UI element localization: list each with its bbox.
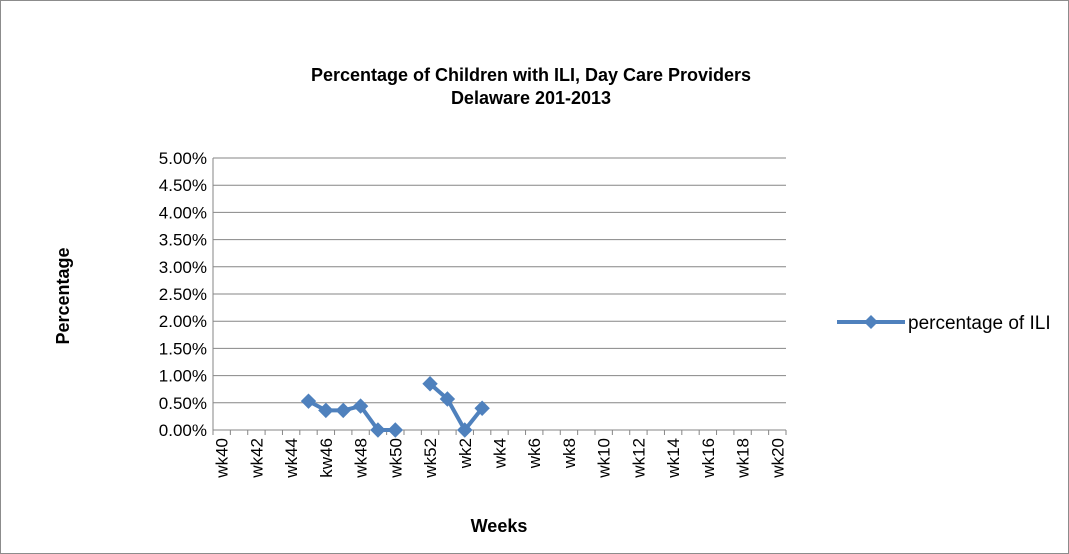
x-tick-label: wk18 [734, 438, 753, 479]
data-point [387, 422, 404, 438]
series-line [428, 382, 484, 432]
y-tick-label: 5.00% [159, 149, 207, 168]
legend-marker [864, 315, 878, 329]
x-tick-label: wk8 [560, 438, 579, 469]
data-point [318, 402, 334, 419]
y-tick-label: 4.00% [159, 203, 207, 222]
x-tick-label: wk40 [213, 438, 232, 479]
data-point [422, 376, 438, 392]
data-point [300, 393, 317, 409]
data-point [439, 391, 456, 407]
y-tick-label: 1.50% [159, 339, 207, 358]
data-point [335, 402, 351, 419]
y-tick-label: 3.50% [159, 231, 207, 250]
x-tick-label: wk52 [421, 438, 440, 479]
x-tick-label: wk12 [629, 438, 648, 479]
x-tick-label: wk44 [282, 438, 301, 479]
data-point [370, 422, 386, 438]
chart-title: Percentage of Children with ILI, Day Car… [310, 65, 752, 85]
x-tick-label: wk50 [386, 438, 405, 479]
x-tick-label: wk20 [768, 438, 787, 479]
y-axis-title: Percentage [53, 247, 73, 344]
chart-subtitle: Delaware 201-2013 [450, 88, 612, 108]
y-tick-label: 0.50% [159, 394, 207, 413]
y-tick-label: 2.50% [159, 285, 207, 304]
x-tick-label: wk10 [595, 438, 614, 479]
x-tick-label: wk4 [491, 438, 510, 469]
x-tick-label: wk6 [525, 438, 544, 469]
x-tick-label: kw46 [317, 438, 336, 478]
x-tick-label: wk2 [456, 438, 475, 469]
x-tick-label: wk16 [699, 438, 718, 479]
y-tick-label: 1.00% [159, 367, 207, 386]
x-tick-label: wk14 [664, 438, 683, 479]
series-line [307, 399, 396, 432]
data-point [474, 400, 490, 416]
x-tick-label: wk42 [247, 438, 266, 479]
y-tick-label: 3.00% [159, 258, 207, 277]
y-tick-label: 2.00% [159, 312, 207, 331]
legend-label: percentage of ILI [908, 313, 1051, 334]
data-point [457, 422, 473, 438]
x-axis-title: Weeks [471, 516, 528, 536]
x-tick-label: wk48 [352, 438, 371, 479]
y-tick-label: 4.50% [159, 176, 207, 195]
y-tick-label: 0.00% [159, 421, 207, 440]
data-point [352, 398, 369, 414]
